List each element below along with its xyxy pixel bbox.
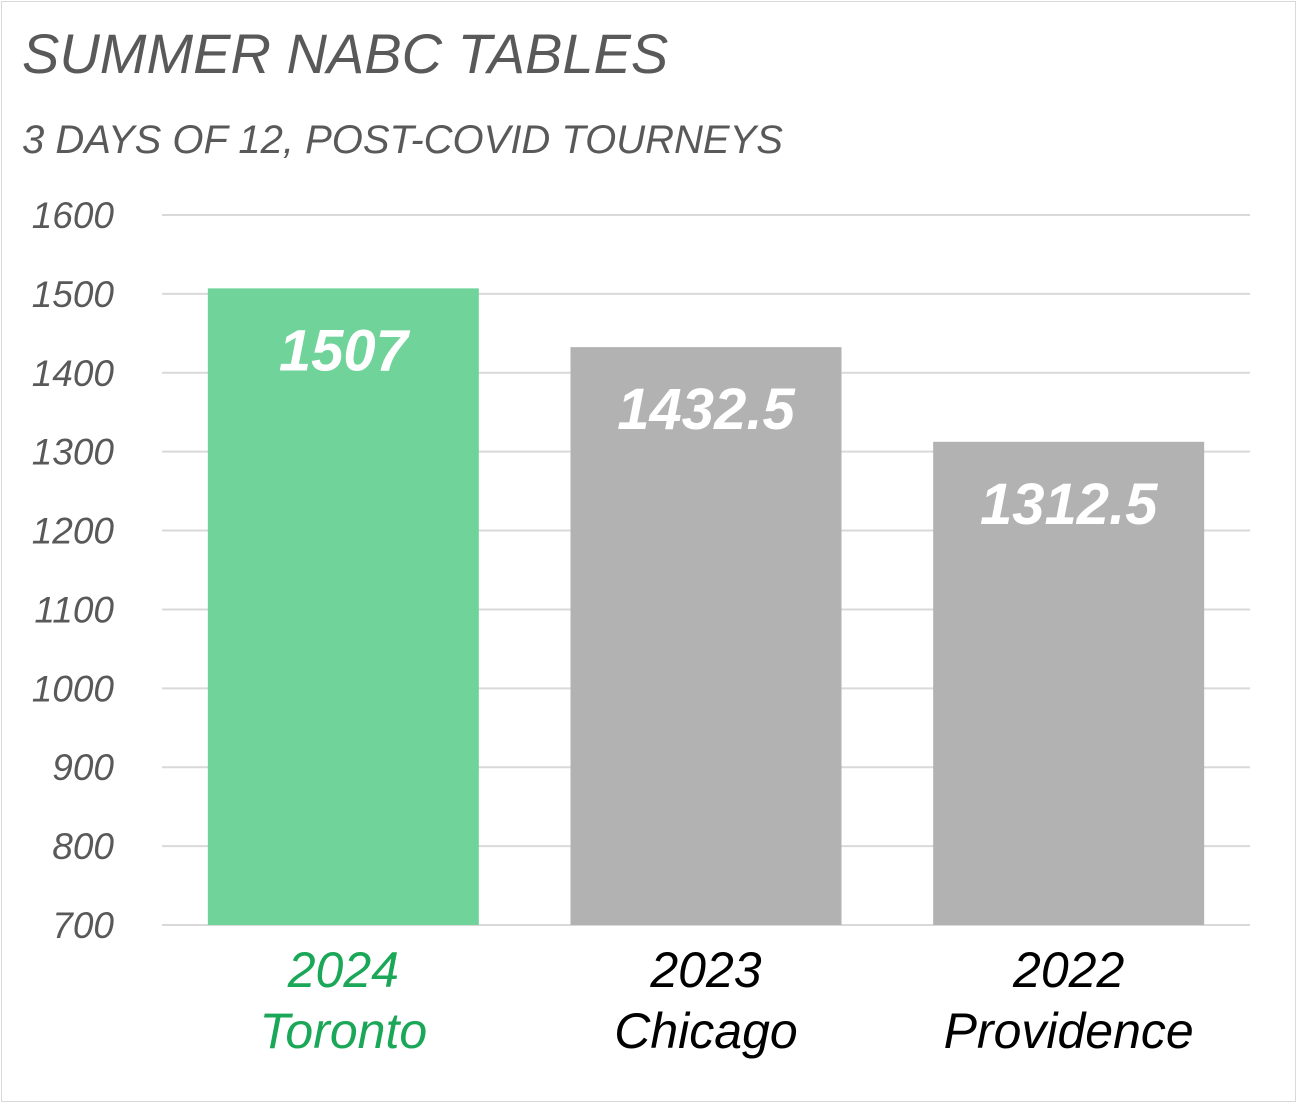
bar (933, 441, 1205, 925)
chart-subtitle: 3 DAYS OF 12, POST-COVID TOURNEYS (22, 118, 783, 162)
bar (570, 347, 842, 925)
y-tick-label: 1000 (32, 668, 115, 709)
x-tick-label: 2023 (649, 942, 761, 998)
y-tick-label: 800 (52, 826, 114, 867)
x-tick-label: Providence (944, 1003, 1194, 1059)
data-label: 1312.5 (980, 472, 1158, 537)
y-tick-label: 900 (52, 747, 114, 788)
y-tick-label: 1100 (34, 589, 114, 630)
data-label: 1432.5 (617, 377, 795, 442)
x-tick-label: Chicago (614, 1003, 797, 1059)
x-tick-label: 2022 (1012, 942, 1124, 998)
y-tick-label: 1400 (32, 353, 115, 394)
x-tick-label: 2024 (287, 942, 399, 998)
x-tick-label: Toronto (259, 1003, 427, 1059)
y-tick-label: 1600 (32, 195, 115, 236)
y-tick-label: 1200 (32, 511, 115, 552)
chart-title: SUMMER NABC TABLES (22, 22, 669, 85)
data-label: 1507 (279, 318, 411, 383)
y-tick-label: 1300 (32, 432, 115, 473)
y-tick-label: 1500 (32, 274, 115, 315)
y-tick-label: 700 (52, 905, 114, 946)
bar (207, 288, 479, 925)
